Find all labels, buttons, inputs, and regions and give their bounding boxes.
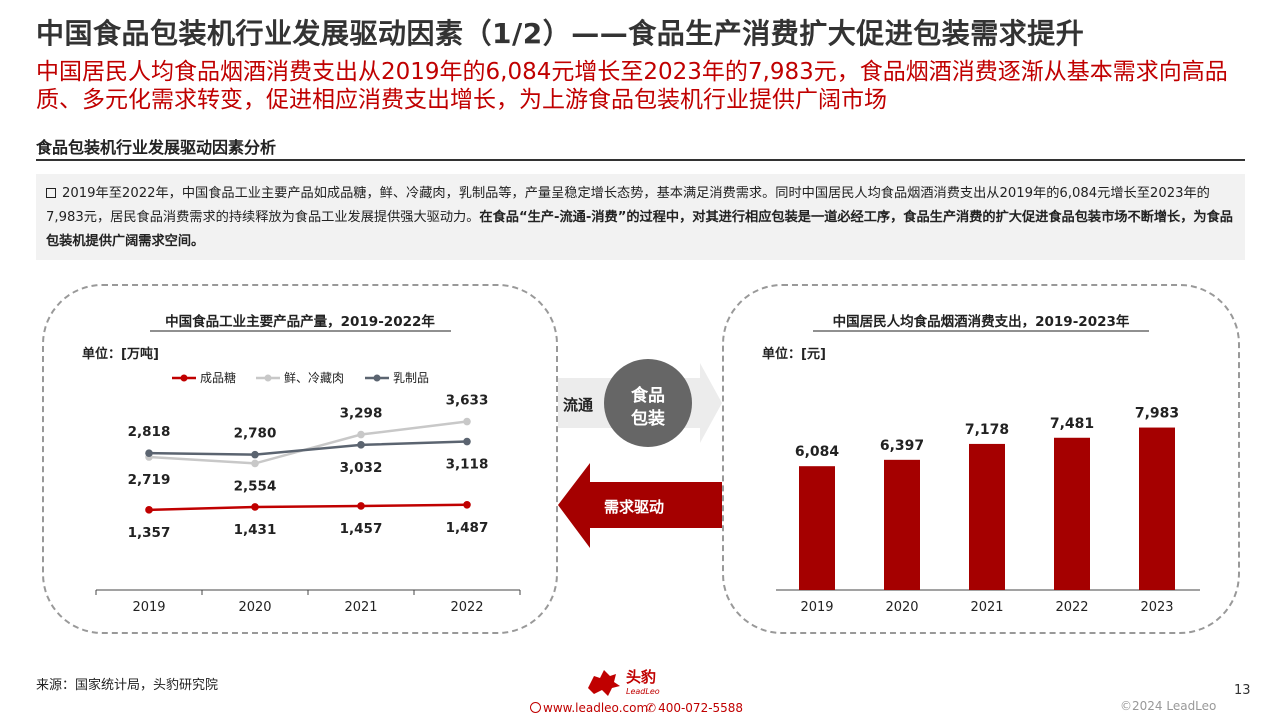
section-divider xyxy=(36,159,1245,161)
line-label-2-1: 2,780 xyxy=(234,426,277,442)
line-x-label-2021: 2021 xyxy=(344,600,377,615)
page-title: 中国食品包装机行业发展驱动因素（1/2）——食品生产消费扩大促进包装需求提升 xyxy=(36,17,1085,50)
line-point-0-3 xyxy=(463,501,471,509)
line-label-0-1: 1,431 xyxy=(234,522,277,538)
legend-marker-0 xyxy=(180,374,188,382)
line-label-2-0: 2,818 xyxy=(128,424,171,440)
line-x-label-2022: 2022 xyxy=(450,600,483,615)
bar-x-label-2020: 2020 xyxy=(885,600,918,615)
legend-label-0: 成品糖 xyxy=(200,370,236,385)
leopard-logo-icon: 头豹 LeadLeo xyxy=(588,668,660,696)
website-link[interactable]: www.leadleo.com xyxy=(530,701,648,715)
line-x-label-2019: 2019 xyxy=(132,600,165,615)
bar-label-2020: 6,397 xyxy=(880,438,924,454)
food-packaging-circle xyxy=(604,359,692,447)
footer-source: 来源：国家统计局，头豹研究院 xyxy=(36,678,219,693)
bar-label-2023: 7,983 xyxy=(1135,406,1179,422)
left-chart-frame xyxy=(42,284,558,634)
line-label-2-2: 3,032 xyxy=(340,460,383,476)
circle-label-packaging: 包装 xyxy=(631,409,665,429)
bar-2019 xyxy=(799,466,835,590)
circulation-label: 流通 xyxy=(563,396,594,414)
page-number: 13 xyxy=(1234,683,1251,698)
right-chart-frame xyxy=(722,284,1240,634)
brand-cn: 头豹 xyxy=(626,668,656,686)
bar-x-label-2021: 2021 xyxy=(970,600,1003,615)
line-label-1-0: 2,719 xyxy=(128,472,171,488)
bullet-square-icon xyxy=(46,188,56,198)
bar-label-2019: 6,084 xyxy=(795,444,840,460)
bar-x-label-2019: 2019 xyxy=(800,600,833,615)
legend-label-2: 乳制品 xyxy=(393,371,429,385)
phone-text: 400-072-5588 xyxy=(658,701,744,715)
summary-text-bold: 在食品“生产-流通-消费”的过程中，对其进行相应包装是一道必经工序，食品生产消费… xyxy=(46,210,1233,249)
brand-en: LeadLeo xyxy=(626,687,660,696)
copyright: ©2024 LeadLeo xyxy=(1120,699,1217,713)
line-point-0-1 xyxy=(251,503,259,511)
line-point-2-3 xyxy=(463,437,471,446)
bar-x-label-2022: 2022 xyxy=(1055,600,1088,615)
bar-chart-unit: 单位：[元] xyxy=(762,346,826,362)
summary-text-normal: 2019年至2022年，中国食品工业主要产品如成品糖，鲜、冷藏肉，乳制品等，产量… xyxy=(46,186,1210,225)
bar-2021 xyxy=(969,443,1005,590)
line-point-1-2 xyxy=(357,430,365,439)
demand-arrow xyxy=(558,463,722,548)
bar-x-label-2023: 2023 xyxy=(1140,600,1173,615)
website-text: www.leadleo.com xyxy=(543,701,649,715)
line-label-1-3: 3,633 xyxy=(446,393,489,409)
phone-contact: ✆ 400-072-5588 xyxy=(646,701,743,715)
bar-2022 xyxy=(1054,437,1090,590)
line-series-0 xyxy=(148,503,468,512)
bar-2023 xyxy=(1139,427,1175,590)
line-label-0-3: 1,487 xyxy=(446,520,489,536)
section-title: 食品包装机行业发展驱动因素分析 xyxy=(36,138,277,157)
line-point-1-3 xyxy=(463,417,471,426)
demand-driven-label: 需求驱动 xyxy=(604,498,665,516)
line-point-2-1 xyxy=(251,450,259,459)
bar-label-2022: 7,481 xyxy=(1050,416,1094,432)
line-x-label-2020: 2020 xyxy=(238,600,271,615)
bar-label-2021: 7,178 xyxy=(965,422,1009,438)
globe-icon xyxy=(530,702,541,713)
line-point-1-1 xyxy=(251,459,259,468)
bar-2020 xyxy=(884,459,920,590)
legend-marker-2 xyxy=(373,374,381,382)
line-point-2-0 xyxy=(145,449,153,457)
summary-box: 2019年至2022年，中国食品工业主要产品如成品糖，鲜、冷藏肉，乳制品等，产量… xyxy=(36,174,1245,260)
line-label-1-2: 3,298 xyxy=(340,406,383,422)
line-label-0-2: 1,457 xyxy=(340,521,383,537)
line-chart-title: 中国食品工业主要产品产量，2019-2022年 xyxy=(165,313,435,330)
line-chart-unit: 单位：[万吨] xyxy=(82,346,159,362)
line-point-0-0 xyxy=(145,506,153,514)
line-label-0-0: 1,357 xyxy=(128,525,171,541)
legend-marker-1 xyxy=(264,374,272,382)
line-point-0-2 xyxy=(357,502,365,510)
phone-icon: ✆ xyxy=(646,701,657,715)
line-label-2-3: 3,118 xyxy=(446,457,489,473)
circle-label-food: 食品 xyxy=(631,386,665,406)
bar-chart-title: 中国居民人均食品烟酒消费支出，2019-2023年 xyxy=(833,313,1130,330)
line-point-2-2 xyxy=(357,441,365,449)
legend-label-1: 鲜、冷藏肉 xyxy=(284,371,344,385)
page-subtitle: 中国居民人均食品烟酒消费支出从2019年的6,084元增长至2023年的7,98… xyxy=(36,59,1228,113)
line-series-2 xyxy=(148,440,468,456)
line-label-1-1: 2,554 xyxy=(234,478,277,494)
brand-logo: 头豹 LeadLeo xyxy=(586,666,666,704)
